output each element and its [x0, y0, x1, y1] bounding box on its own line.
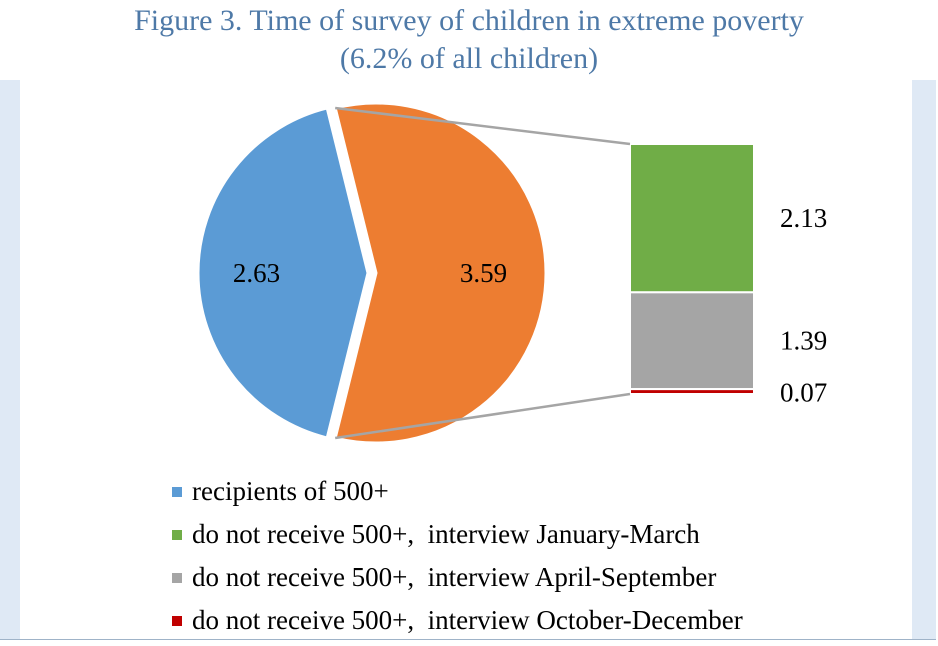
legend-swatch: [172, 615, 182, 626]
bar-label-do-not-receive-500-interview-october-december: 0.07: [780, 378, 827, 408]
connector-line-bottom: [335, 392, 631, 440]
pie-slice-recipients-of-500: [196, 106, 370, 440]
bar-segment-do-not-receive-500-interview-october-december: [629, 388, 755, 395]
legend-label: do not receive 500+, interview October-D…: [192, 605, 743, 635]
legend-item-do-not-receive-500-interview-april-september: do not receive 500+, interview April-Sep…: [172, 556, 743, 599]
legend-label: do not receive 500+, interview January-M…: [192, 519, 700, 549]
connector-line-top: [335, 106, 631, 146]
chart-title-line-2: (6.2% of all children): [339, 42, 599, 75]
legend-swatch: [172, 572, 182, 583]
legend-label: recipients of 500+: [192, 476, 389, 506]
frame-bottom-border: [0, 639, 936, 640]
bar-label-do-not-receive-500-interview-january-march: 2.13: [780, 203, 827, 233]
bar-segment-do-not-receive-500-interview-january-march: [629, 143, 755, 294]
chart-title: Figure 3. Time of survey of children in …: [0, 2, 938, 78]
legend-swatch: [172, 486, 182, 497]
legend-item-do-not-receive-500-interview-january-march: do not receive 500+, interview January-M…: [172, 513, 743, 556]
pie-label-do-not-receive-500: 3.59: [460, 258, 507, 288]
legend-swatch: [172, 529, 182, 540]
legend-label: do not receive 500+, interview April-Sep…: [192, 562, 717, 592]
pie-slice-do-not-receive-500: [333, 101, 548, 445]
bar-segment-do-not-receive-500-interview-april-september: [629, 291, 755, 391]
bar-label-do-not-receive-500-interview-april-september: 1.39: [780, 326, 827, 356]
legend-item-recipients-of-500: recipients of 500+: [172, 470, 743, 513]
chart-title-line-1: Figure 3. Time of survey of children in …: [134, 4, 804, 37]
pie-label-recipients-of-500: 2.63: [233, 258, 280, 288]
legend: recipients of 500+ do not receive 500+, i…: [172, 470, 743, 642]
legend-item-do-not-receive-500-interview-october-december: do not receive 500+, interview October-D…: [172, 599, 743, 642]
